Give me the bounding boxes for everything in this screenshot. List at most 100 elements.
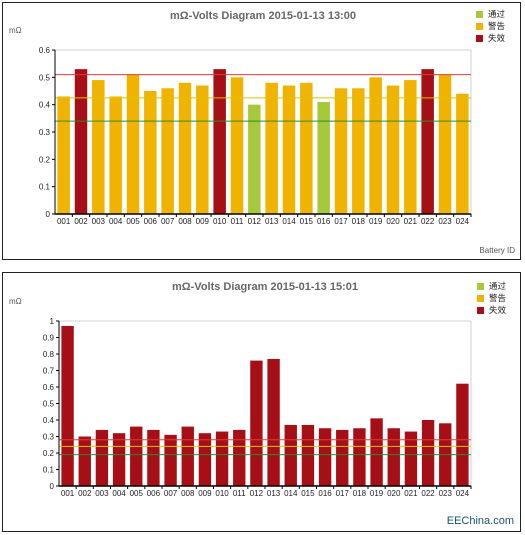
legend-label-pass: 通过 [488,9,506,19]
x-tick-label: 021 [404,489,418,498]
y-tick-label: 0.5 [39,73,51,82]
y-tick-label: 0.2 [43,449,55,458]
x-tick-label: 015 [300,217,314,226]
x-tick-label: 009 [196,217,210,226]
x-tick-label: 011 [233,489,246,498]
bar-016 [317,101,330,214]
bar-006 [147,429,160,486]
x-tick-label: 007 [164,489,178,498]
legend-label-warn: 警告 [489,293,506,303]
x-tick-label: 015 [301,489,315,498]
legend-swatch-fail [477,307,484,314]
x-tick-label: 020 [386,217,400,226]
legend-swatch-fail [476,35,483,42]
x-tick-label: 024 [456,489,470,498]
bar-004 [109,96,122,214]
y-axis-unit: mΩ [9,297,22,306]
chart-2-svg: mΩ-Volts Diagram 2015-01-13 15:01 mΩ 0 0.1 0… [9,281,507,498]
x-tick-label: 014 [284,489,298,498]
bar-001 [57,96,70,214]
x-tick-label: 004 [109,217,123,226]
legend-label-pass: 通过 [489,281,507,291]
x-tick-label: 005 [126,217,140,226]
x-tick-label: 021 [404,217,418,226]
bar-012 [248,104,261,214]
y-tick-label: 0 [50,482,55,491]
bar-011 [230,77,244,214]
bar-024 [456,383,469,486]
y-tick-label: 0.8 [43,350,55,359]
x-tick-label: 006 [144,217,158,226]
bar-013 [267,358,280,486]
bar-005 [130,426,143,486]
bar-003 [92,80,105,214]
y-tick-label: 0.6 [43,383,55,392]
x-tick-label: 014 [282,217,296,226]
bar-015 [301,424,315,486]
bar-012 [250,360,263,486]
x-tick-label: 017 [334,217,348,226]
bar-010 [215,431,229,486]
legend-label-warn: 警告 [488,21,505,31]
x-tick-label: 023 [439,489,453,498]
x-tick-label: 001 [57,217,71,226]
bar-009 [198,433,212,486]
chart-panel-2: mΩ-Volts Diagram 2015-01-13 15:01 mΩ 0 0.1 0… [2,272,521,532]
bar-017 [336,429,349,486]
x-tick-label: 010 [215,489,229,498]
y-tick-label: 0.4 [43,416,55,425]
x-tick-label: 003 [95,489,109,498]
x-tick-label: 013 [265,217,279,226]
x-tick-label: 002 [74,217,88,226]
bar-017 [334,88,348,214]
bar-011 [233,429,246,486]
legend-label-fail: 失效 [488,33,506,43]
x-tick-label: 012 [248,217,262,226]
bar-019 [369,77,382,214]
bar-021 [404,80,417,214]
bar-016 [318,428,332,486]
bar-003 [95,429,109,486]
y-tick-label: 0.4 [39,101,51,110]
x-tick-label: 022 [421,217,435,226]
bar-002 [78,436,91,486]
chart-1-svg: mΩ-Volts Diagram 2015-01-13 13:00 mΩ Batte… [9,9,515,255]
x-tick-label: 017 [336,489,350,498]
bar-009 [196,85,209,215]
bar-015 [300,82,313,214]
x-tick-label: 020 [387,489,401,498]
x-tick-label: 019 [369,217,383,226]
bar-010 [213,69,226,214]
bar-002 [74,69,88,214]
y-tick-label: 0.6 [39,46,51,55]
bar-022 [421,420,435,486]
bar-014 [282,85,296,215]
bar-018 [353,428,366,486]
x-tick-label: 011 [231,217,244,226]
x-tick-label: 019 [370,489,384,498]
y-tick-label: 0.7 [43,367,55,376]
chart-panel-1: mΩ-Volts Diagram 2015-01-13 13:00 mΩ Batte… [2,2,521,260]
x-tick-label: 010 [213,217,227,226]
bar-005 [126,74,140,214]
legend-label-fail: 失效 [489,305,507,315]
bar-001 [61,325,74,486]
x-tick-label: 008 [178,217,192,226]
bar-007 [164,434,177,486]
legend-swatch-pass [476,11,483,18]
y-tick-label: 0.5 [43,400,55,409]
x-tick-label: 005 [130,489,144,498]
bar-014 [284,424,297,486]
x-tick-label: 024 [456,217,470,226]
bar-004 [112,433,126,486]
x-tick-label: 016 [317,217,331,226]
legend-swatch-warn [477,295,484,302]
x-tick-label: 023 [438,217,452,226]
x-tick-label: 008 [181,489,195,498]
x-tick-label: 009 [198,489,212,498]
x-tick-label: 022 [421,489,435,498]
x-tick-label: 013 [267,489,281,498]
bar-006 [144,91,157,214]
bar-023 [438,74,452,214]
y-axis-unit: mΩ [9,26,22,35]
